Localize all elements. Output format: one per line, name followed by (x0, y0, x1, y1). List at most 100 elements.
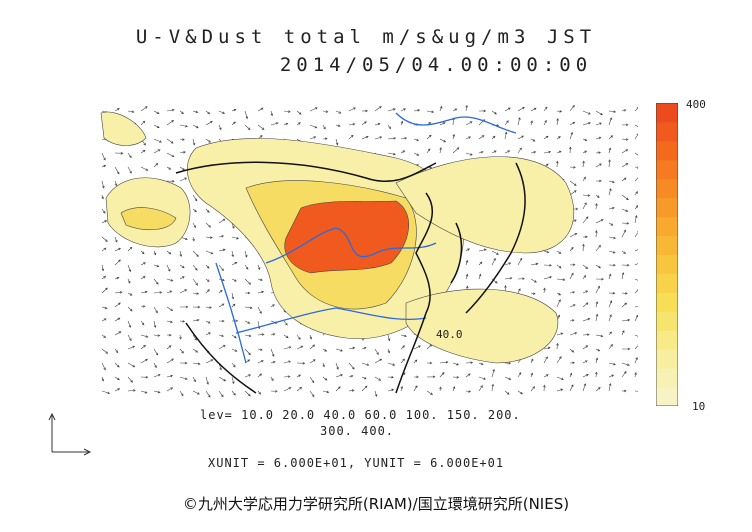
wind-vector (192, 376, 196, 383)
wind-vector (530, 358, 534, 364)
colorbar-band (656, 216, 678, 237)
wind-vector (192, 208, 197, 213)
wind-vector (244, 320, 251, 324)
wind-vector (283, 375, 291, 378)
wind-vector (244, 390, 251, 397)
wind-vector (270, 376, 274, 382)
wind-vector (400, 385, 404, 392)
wind-vector (166, 138, 174, 144)
wind-vector (530, 120, 533, 126)
chart-timestamp: 2014/05/04.00:00:00 (279, 54, 593, 76)
wind-vector (478, 261, 483, 266)
wind-vector (218, 376, 227, 382)
wind-vector (426, 134, 432, 140)
wind-vector (244, 334, 252, 338)
wind-vector (205, 264, 210, 269)
wind-vector (595, 264, 601, 269)
wind-vector (244, 348, 251, 356)
wind-vector (114, 180, 118, 187)
wind-vector (192, 292, 200, 295)
wind-vector (166, 387, 174, 392)
wind-vector (153, 373, 161, 378)
wind-vector (634, 357, 638, 364)
wind-vector (543, 384, 546, 392)
wind-vector (348, 107, 356, 112)
wind-vector (621, 149, 629, 154)
wind-vector (608, 263, 616, 267)
wind-vector (556, 388, 564, 392)
wind-vector (608, 117, 613, 126)
wind-vector (595, 122, 602, 126)
wind-vector (127, 246, 133, 252)
wind-vector (335, 110, 342, 114)
wind-vector (556, 150, 562, 154)
wind-vector (517, 106, 525, 112)
wind-vector (634, 278, 638, 282)
wind-vector (114, 317, 121, 322)
wind-vector (322, 110, 329, 113)
wind-vector (140, 375, 149, 379)
wind-vector (439, 105, 443, 112)
wind-vector (556, 278, 566, 282)
wind-vector (101, 220, 108, 224)
wind-vector (179, 110, 184, 114)
wind-vector (218, 303, 225, 308)
wind-vector (218, 319, 225, 323)
wind-vector (374, 106, 382, 112)
wind-vector (179, 289, 188, 294)
wind-vector (634, 390, 638, 392)
wind-vector (205, 359, 214, 364)
wind-vector (634, 124, 638, 127)
wind-vector (244, 110, 249, 120)
wind-vector (608, 314, 612, 322)
wind-vector (296, 374, 302, 378)
wind-vector (114, 108, 120, 112)
wind-vector (478, 151, 484, 154)
wind-vector (608, 331, 612, 336)
wind-vector (530, 386, 536, 392)
wind-vector (374, 348, 379, 356)
wind-vector (101, 247, 107, 252)
wind-vector (556, 264, 562, 269)
wind-vector (283, 360, 291, 364)
wind-vector (244, 306, 253, 310)
colorbar-band (656, 273, 678, 293)
reference-vector-x-arrow (52, 448, 92, 456)
wind-vector (595, 163, 602, 168)
wind-vector (634, 133, 638, 140)
wind-vector (101, 194, 104, 200)
wind-vector (218, 289, 223, 294)
wind-vector (413, 375, 419, 379)
dust-region-southeast (405, 288, 559, 364)
wind-vector (101, 334, 107, 338)
reference-vector (48, 412, 92, 456)
wind-vector (114, 151, 124, 155)
wind-vector (569, 233, 578, 238)
wind-vector (621, 292, 628, 295)
wind-vector (465, 373, 471, 378)
wind-vector (127, 166, 132, 174)
wind-vector (205, 121, 213, 126)
colorbar-max-label: 400 (686, 98, 706, 111)
wind-vector (426, 110, 435, 114)
wind-vector (465, 136, 472, 140)
wind-vector (608, 147, 612, 154)
wind-vector (556, 342, 559, 350)
border-mongolia (175, 161, 437, 183)
wind-vector (400, 137, 408, 140)
wind-vector (582, 110, 591, 115)
wind-vector (166, 320, 173, 324)
wind-vector (114, 276, 120, 280)
wind-vector (205, 250, 214, 255)
wind-vector (556, 356, 562, 364)
wind-vector (621, 362, 630, 367)
wind-vector (218, 235, 225, 238)
dust-region-east (395, 156, 575, 254)
wind-vector (140, 305, 146, 308)
vector-units: XUNIT = 6.000E+01, YUNIT = 6.000E+01 (208, 456, 505, 470)
river-yangtze (235, 307, 427, 334)
wind-vector (608, 236, 617, 240)
coast-korea (450, 222, 463, 284)
wind-vector (114, 259, 121, 266)
wind-vector (478, 362, 484, 366)
